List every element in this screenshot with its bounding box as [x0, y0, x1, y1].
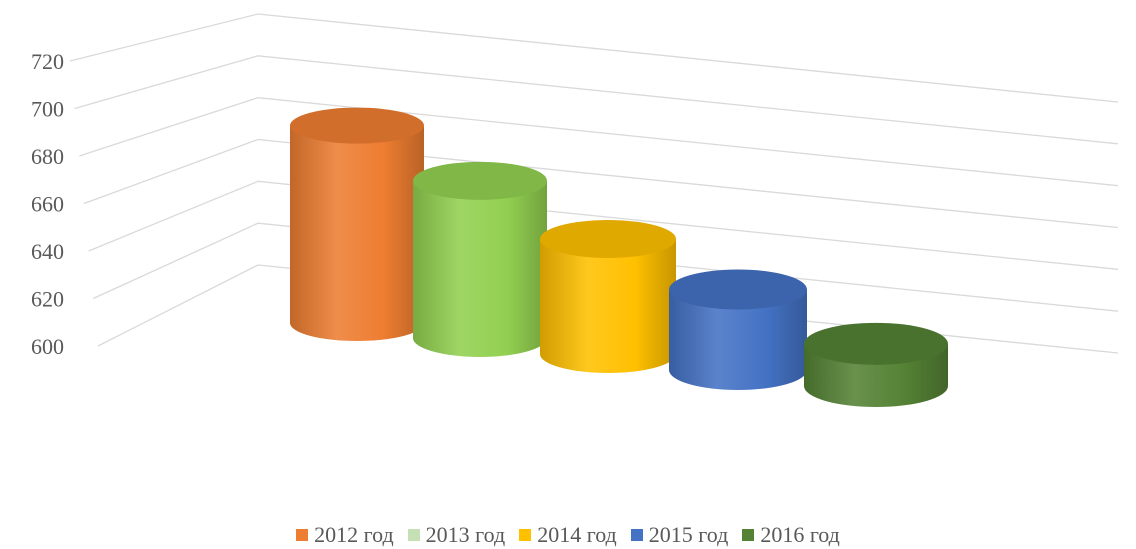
legend-label: 2014 год: [537, 522, 617, 547]
gridline: [83, 138, 1119, 229]
legend-label: 2012 год: [314, 522, 394, 547]
legend-label: 2016 год: [760, 522, 840, 547]
legend-swatch: [296, 529, 309, 541]
legend-item: 2012 год: [296, 522, 394, 548]
legend-swatch: [742, 529, 755, 541]
y-tick-label: 700: [31, 97, 64, 122]
cylinder-top: [413, 161, 547, 200]
bar-3: [540, 220, 676, 373]
legend: 2012 год 2013 год 2014 год 2015 год 2016 год: [0, 522, 1136, 548]
cylinder-top: [804, 322, 948, 365]
gridlines: [69, 13, 1119, 354]
legend-label: 2015 год: [648, 522, 729, 547]
cylinder-top: [540, 220, 676, 258]
legend-swatch: [519, 529, 532, 541]
cylinder-body: [290, 125, 424, 341]
y-tick-label: 680: [31, 144, 64, 169]
cylinder-body: [540, 239, 676, 373]
legend-swatch: [407, 529, 420, 541]
gridline: [69, 13, 1119, 103]
cylinder-body: [669, 289, 807, 390]
legend-item: 2014 год: [519, 522, 617, 548]
y-tick-label: 720: [31, 49, 64, 74]
gridline: [88, 180, 1119, 270]
legend-item: 2016 год: [742, 522, 840, 548]
legend-label: 2013 год: [425, 522, 506, 547]
legend-item: 2013 год: [407, 522, 506, 548]
y-tick-label: 640: [31, 239, 64, 264]
y-tick-label: 600: [31, 334, 64, 359]
cylinder-top: [669, 269, 807, 310]
cylinder-body: [413, 180, 547, 357]
bars: [290, 107, 948, 407]
legend-item: 2015 год: [630, 522, 729, 548]
y-axis-ticks: 600 620 640 660 680 700 720: [31, 49, 64, 359]
gridline: [79, 97, 1119, 187]
legend-swatch: [630, 529, 643, 541]
gridline: [97, 264, 1119, 354]
bar-1: [290, 107, 424, 341]
gridline: [74, 55, 1119, 145]
bar-2: [413, 161, 547, 357]
cylinder-top: [290, 107, 424, 144]
gridline: [93, 222, 1119, 312]
y-tick-label: 660: [31, 192, 64, 217]
y-tick-label: 620: [31, 287, 64, 312]
bar-5: [804, 322, 948, 407]
bar-4: [669, 269, 807, 390]
